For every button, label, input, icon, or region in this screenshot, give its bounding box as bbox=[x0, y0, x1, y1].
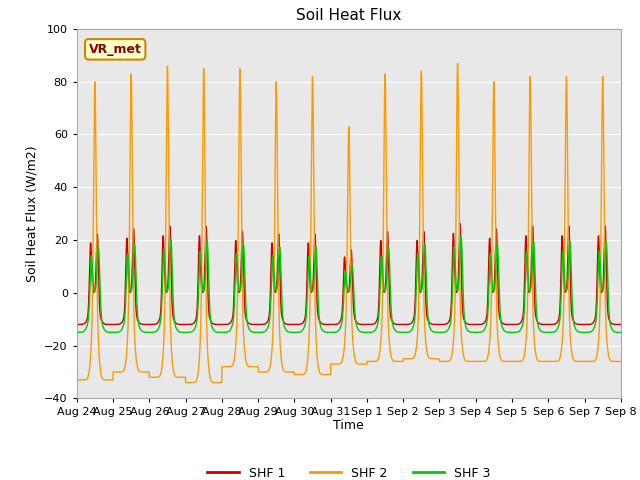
Legend: SHF 1, SHF 2, SHF 3: SHF 1, SHF 2, SHF 3 bbox=[202, 462, 495, 480]
SHF 2 bbox=[182, 380, 189, 385]
SHF 1 bbox=[502, 322, 509, 327]
SHF 2 bbox=[454, 60, 461, 66]
SHF 3 bbox=[328, 329, 336, 335]
SHF 1 bbox=[329, 322, 337, 327]
SHF 1 bbox=[171, 319, 179, 324]
SHF 3 bbox=[440, 329, 448, 335]
SHF 1 bbox=[471, 322, 479, 327]
X-axis label: Time: Time bbox=[333, 419, 364, 432]
SHF 2 bbox=[441, 359, 449, 364]
SHF 2 bbox=[502, 359, 509, 364]
SHF 2 bbox=[73, 377, 81, 383]
Y-axis label: Soil Heat Flux (W/m2): Soil Heat Flux (W/m2) bbox=[26, 145, 38, 282]
Line: SHF 2: SHF 2 bbox=[77, 63, 621, 383]
SHF 1 bbox=[441, 322, 449, 327]
SHF 3 bbox=[471, 329, 479, 335]
SHF 3 bbox=[502, 329, 509, 335]
SHF 2 bbox=[616, 359, 624, 364]
SHF 2 bbox=[329, 361, 337, 367]
Line: SHF 1: SHF 1 bbox=[77, 224, 621, 324]
SHF 1 bbox=[109, 322, 116, 327]
Text: VR_met: VR_met bbox=[89, 43, 141, 56]
SHF 2 bbox=[617, 359, 625, 364]
SHF 1 bbox=[617, 322, 625, 327]
SHF 1 bbox=[73, 322, 81, 327]
SHF 3 bbox=[616, 329, 624, 335]
SHF 2 bbox=[471, 359, 479, 364]
SHF 2 bbox=[171, 372, 179, 378]
SHF 3 bbox=[73, 329, 81, 335]
SHF 3 bbox=[457, 233, 465, 239]
SHF 1 bbox=[456, 221, 464, 227]
Line: SHF 3: SHF 3 bbox=[77, 236, 621, 332]
SHF 1 bbox=[616, 322, 624, 327]
Title: Soil Heat Flux: Soil Heat Flux bbox=[296, 9, 401, 24]
SHF 3 bbox=[171, 319, 179, 324]
SHF 3 bbox=[617, 329, 625, 335]
